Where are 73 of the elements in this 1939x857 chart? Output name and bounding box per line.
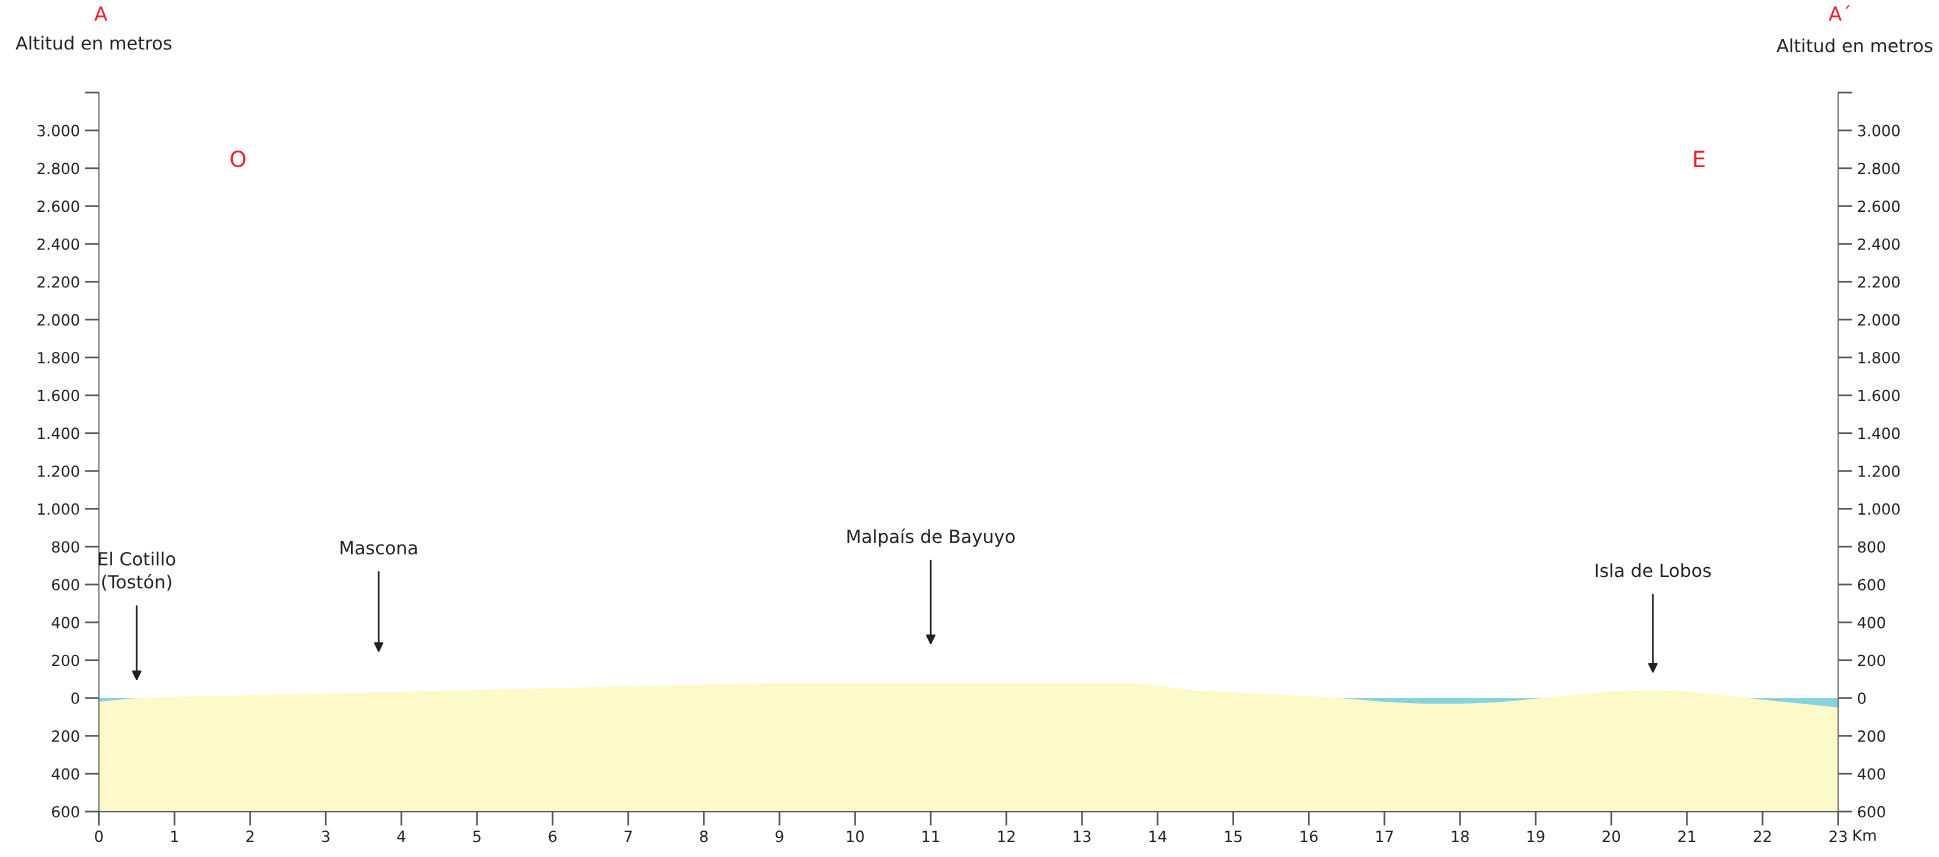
y-tick-label: 0 <box>71 692 80 705</box>
y-tick-label: 1.400 <box>38 427 80 440</box>
y2-tick-label: 0 <box>1857 692 1866 705</box>
y2-tick-label: 200 <box>1858 654 1886 667</box>
y2-axis-title: Altitud en metros <box>1776 38 1933 53</box>
x-tick-label: 12 <box>998 830 1015 842</box>
x-tick-label: 22 <box>1753 830 1771 842</box>
y-tick-label: 1.200 <box>38 465 80 478</box>
x-tick-label: 4 <box>397 830 406 842</box>
x-tick-label: 9 <box>775 830 784 843</box>
y-tick-label: 200 <box>52 654 80 667</box>
x-tick-label: 17 <box>1376 830 1393 842</box>
y2-tick-label: 2.000 <box>1858 314 1900 326</box>
x-tick-label: 3 <box>322 830 330 843</box>
y2-tick-label: 600 <box>1857 578 1886 591</box>
x-tick-label: 15 <box>1225 830 1242 843</box>
x-tick-label: 11 <box>922 830 940 842</box>
x-tick-label: 23 <box>1829 830 1847 843</box>
y-tick-label: 1.000 <box>38 503 80 515</box>
x-tick-label: 2 <box>246 830 254 842</box>
annotation: Mascona <box>340 541 417 555</box>
y-tick-label: 2.800 <box>37 162 80 175</box>
y2-tick-label: 2.600 <box>1858 200 1900 213</box>
y-tick-label: 2.000 <box>37 314 80 326</box>
y2-tick-label: 400 <box>1857 616 1886 629</box>
x-tick-label: 5 <box>473 830 481 843</box>
y2-tick-label: 2.800 <box>1858 162 1900 175</box>
text: A´ <box>1828 5 1850 21</box>
y-tick-label: 400 <box>51 616 80 629</box>
x-tick-label: 16 <box>1300 830 1318 843</box>
y2-tick-label: 800 <box>1857 541 1886 553</box>
x-tick-label: 21 <box>1678 830 1696 842</box>
y2-tick-label: 2.200 <box>1858 276 1900 288</box>
y2-tick-label: 400 <box>1857 768 1886 780</box>
annotation: El Cotillo (Tostón) <box>98 551 176 591</box>
y-tick-label: 2.200 <box>37 276 80 288</box>
x-tick-label: 7 <box>624 830 632 842</box>
y2-tick-label: 1.600 <box>1858 389 1900 402</box>
y-tick-label: 600 <box>52 806 80 818</box>
y-axis-title: Altitud en metros <box>15 35 172 50</box>
y2-tick-label: 1.800 <box>1858 351 1900 364</box>
y-tick-label: 600 <box>52 578 80 591</box>
x-tick-label: 6 <box>548 830 557 843</box>
text: A <box>94 6 108 21</box>
x-tick-label: 19 <box>1527 830 1545 843</box>
annotation: Isla de Lobos <box>1595 563 1711 578</box>
y2-tick-label: 2.400 <box>1858 238 1900 250</box>
annotation: E <box>1694 150 1705 167</box>
annotation: O <box>230 150 246 168</box>
y-tick-label: 3.000 <box>37 124 80 137</box>
y2-tick-label: 1.200 <box>1858 465 1900 478</box>
x-tick-label: 20 <box>1602 830 1621 843</box>
y-tick-label: 2.400 <box>37 238 80 250</box>
y-tick-label: 2.600 <box>37 200 80 213</box>
y2-tick-label: 200 <box>1858 730 1886 742</box>
y-tick-label: 1.800 <box>38 351 80 364</box>
y2-tick-label: 3.000 <box>1858 124 1900 137</box>
y-tick-label: 400 <box>51 768 80 780</box>
x-tick-label: 10 <box>847 830 864 843</box>
y2-tick-label: 1.400 <box>1858 427 1900 440</box>
x-tick-label: 18 <box>1452 830 1469 843</box>
y-tick-label: 1.600 <box>38 389 80 402</box>
x-tick-label: 0 <box>95 830 103 843</box>
x-tick-label: 14 <box>1149 830 1167 842</box>
x-axis-title: Km <box>1853 829 1876 841</box>
x-tick-label: 8 <box>700 830 708 843</box>
annotation: Malpaís de Bayuyo <box>847 528 1015 547</box>
y-tick-label: 200 <box>52 730 80 742</box>
y2-tick-label: 600 <box>1857 806 1886 818</box>
x-tick-label: 1 <box>171 830 178 842</box>
y2-tick-label: 1.000 <box>1858 503 1900 515</box>
x-tick-label: 13 <box>1073 830 1091 843</box>
y-tick-label: 800 <box>52 541 80 553</box>
